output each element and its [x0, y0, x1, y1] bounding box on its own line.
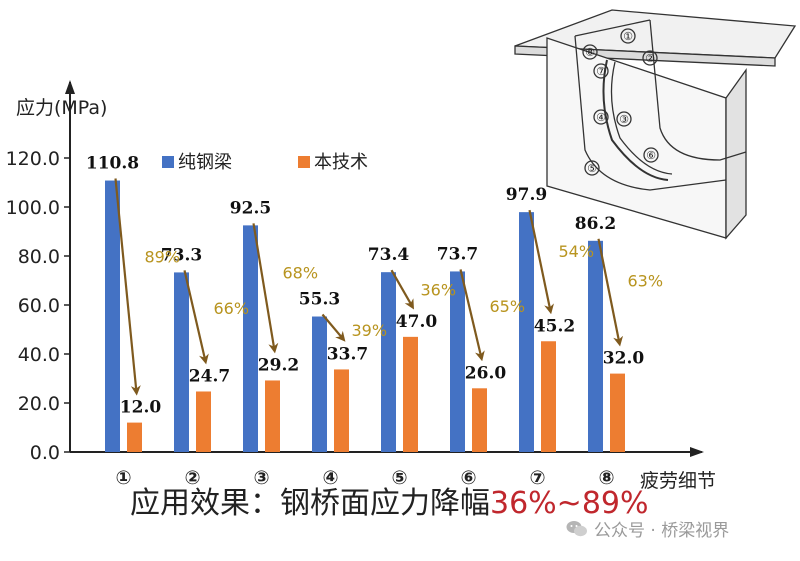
reduction-label: 36%	[421, 281, 457, 300]
value-label-series-1: 86.2	[575, 214, 616, 234]
diagram-detail-label: ⑧	[585, 46, 595, 59]
reduction-arrow	[114, 178, 141, 396]
bar-series-1	[105, 180, 120, 453]
caption-main: 应用效果：钢桥面应力降幅	[130, 486, 490, 521]
reduction-arrow	[528, 209, 554, 315]
bar-series-2	[472, 388, 487, 452]
value-label-series-2: 29.2	[258, 355, 299, 375]
x-tick-label: ⑧	[598, 467, 614, 489]
bar-series-1	[312, 316, 327, 452]
y-tick-label: 0.0	[30, 442, 60, 464]
value-label-series-2: 45.2	[534, 316, 575, 336]
legend-swatch-series-2	[298, 156, 310, 168]
caption-highlight: 36%~89%	[490, 486, 649, 521]
x-tick-label: ⑦	[529, 467, 545, 489]
reduction-label: 65%	[490, 297, 526, 316]
bar-series-1	[519, 212, 534, 452]
bar-series-2	[265, 380, 280, 452]
x-tick-label: ④	[322, 467, 338, 489]
y-tick-label: 120.0	[6, 148, 60, 170]
reduction-label: 68%	[283, 264, 319, 283]
diagram-detail-label: ③	[619, 113, 629, 126]
value-label-series-2: 33.7	[327, 344, 368, 364]
watermark: 公众号 · 桥梁视界	[566, 516, 729, 541]
x-axis-title: 疲劳细节	[640, 470, 716, 492]
value-label-series-1: 73.4	[368, 245, 410, 265]
diagram-detail-label: ⑥	[646, 149, 656, 162]
bar-series-2	[541, 341, 556, 452]
x-tick-label: ③	[253, 467, 269, 489]
structural-diagram	[514, 9, 797, 240]
watermark-text: 公众号 · 桥梁视界	[594, 521, 730, 541]
x-tick-label: ②	[184, 467, 200, 489]
bar-series-2	[403, 336, 418, 452]
reduction-arrow	[390, 269, 414, 310]
bar-series-2	[610, 373, 625, 452]
bar-series-1	[174, 272, 189, 452]
value-label-series-2: 12.0	[120, 398, 162, 418]
legend-label-series-2: 本技术	[314, 152, 368, 173]
bar-series-2	[334, 369, 349, 452]
y-tick-label: 60.0	[18, 295, 60, 317]
y-tick-label: 100.0	[6, 197, 60, 219]
diagram-detail-label: ①	[623, 30, 633, 43]
x-tick-label: ①	[115, 467, 131, 489]
bar-series-1	[243, 225, 258, 452]
bar-series-2	[196, 391, 211, 452]
diagram-detail-label: ④	[596, 111, 606, 124]
y-tick-label: 40.0	[18, 344, 60, 366]
diagram-detail-label: ⑦	[596, 65, 606, 78]
x-tick-label: ⑥	[460, 467, 476, 489]
value-label-series-1: 73.7	[437, 244, 478, 264]
reduction-label: 89%	[145, 248, 181, 267]
bar-series-1	[588, 240, 603, 452]
value-label-series-1: 110.8	[86, 154, 139, 174]
x-tick-label: ⑤	[391, 467, 407, 489]
reduction-arrow	[252, 223, 279, 354]
reduction-label: 66%	[214, 299, 250, 318]
reduction-label: 39%	[352, 321, 388, 340]
value-label-series-1: 92.5	[230, 198, 271, 218]
reduction-label: 54%	[559, 242, 595, 261]
legend: 纯钢梁 本技术	[162, 152, 368, 173]
reduction-arrow	[321, 313, 346, 342]
value-label-series-1: 97.9	[506, 185, 547, 205]
y-axis-title: 应力(MPa)	[16, 97, 107, 119]
reduction-arrow	[183, 270, 209, 365]
value-label-series-2: 24.7	[189, 366, 230, 386]
legend-swatch-series-1	[162, 156, 174, 168]
diagram-detail-label: ⑤	[587, 162, 597, 175]
value-label-series-2: 47.0	[396, 312, 438, 332]
value-label-series-1: 73.3	[161, 245, 202, 265]
value-label-series-1: 55.3	[299, 290, 340, 310]
caption: 应用效果：钢桥面应力降幅36%~89%	[130, 478, 690, 522]
reduction-arrow	[597, 238, 624, 347]
legend-label-series-1: 纯钢梁	[178, 152, 232, 173]
reduction-label: 63%	[628, 272, 664, 291]
value-label-series-2: 26.0	[465, 363, 507, 383]
value-label-series-2: 32.0	[603, 349, 645, 369]
y-tick-label: 20.0	[18, 393, 60, 415]
diagram-detail-label: ②	[645, 52, 655, 65]
y-tick-label: 80.0	[18, 246, 60, 268]
reduction-arrow	[459, 269, 485, 362]
bar-series-2	[127, 422, 142, 452]
diagram-labels: ⑧ ①② ⑦ ④ ③ ⑤ ⑥	[585, 30, 656, 175]
wechat-icon	[566, 520, 587, 536]
bar-series-1	[450, 271, 465, 452]
bar-series-1	[381, 272, 396, 452]
